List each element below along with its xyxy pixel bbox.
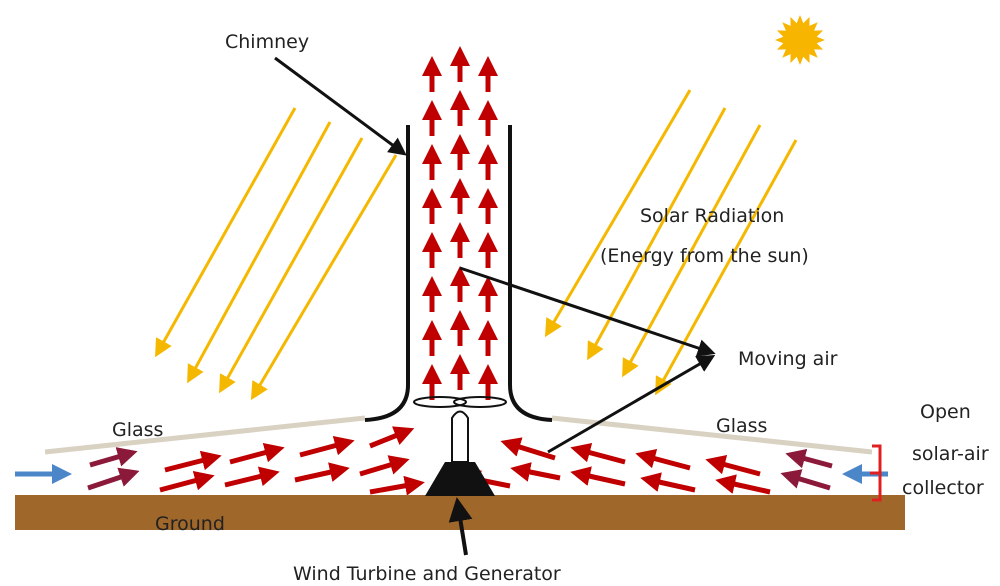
air-arrow bbox=[705, 454, 761, 477]
solar-ray bbox=[155, 107, 297, 358]
air-arrow bbox=[299, 435, 355, 458]
solar-ray bbox=[187, 121, 332, 384]
label: Chimney bbox=[225, 31, 309, 53]
glass bbox=[551, 415, 873, 455]
bracket bbox=[870, 444, 882, 502]
chimney-wall bbox=[508, 125, 553, 422]
label: collector bbox=[902, 477, 984, 499]
air-arrow bbox=[570, 442, 626, 465]
air-arrow bbox=[359, 455, 410, 477]
solar-ray bbox=[544, 89, 692, 338]
solar-ray bbox=[587, 107, 727, 361]
label: Glass bbox=[716, 415, 767, 437]
air-arrow bbox=[570, 466, 626, 487]
layout bbox=[15, 46, 888, 496]
air-arrow bbox=[224, 466, 280, 488]
solar-ray bbox=[219, 137, 364, 394]
pointer-arrow bbox=[547, 354, 716, 454]
air-arrow bbox=[89, 447, 138, 468]
air-arrow bbox=[715, 474, 771, 495]
chimney-wall bbox=[364, 125, 410, 422]
pointer-arrow bbox=[459, 266, 716, 357]
turbine-blade bbox=[413, 396, 467, 408]
air-arrow bbox=[780, 469, 831, 491]
glass bbox=[44, 415, 366, 455]
generator bbox=[425, 462, 495, 496]
label: Ground bbox=[155, 513, 225, 535]
sun bbox=[775, 15, 825, 65]
air-arrow bbox=[785, 448, 833, 469]
air-arrow bbox=[87, 467, 140, 491]
solar-ray bbox=[250, 154, 398, 401]
air-arrow bbox=[635, 448, 691, 471]
label: Wind Turbine and Generator bbox=[293, 563, 561, 585]
solar-ray bbox=[655, 139, 798, 396]
turbine-blade bbox=[453, 396, 507, 408]
label: Moving air bbox=[738, 348, 838, 370]
pointer-arrow bbox=[448, 497, 473, 556]
turbine-shaft bbox=[451, 410, 469, 463]
air-arrow bbox=[500, 437, 556, 461]
label: Solar Radiation bbox=[640, 205, 784, 227]
air-arrow bbox=[369, 426, 415, 449]
air-arrow bbox=[164, 450, 222, 473]
pointer-arrow bbox=[274, 56, 407, 156]
label: Glass bbox=[112, 419, 163, 441]
air-arrow bbox=[369, 475, 425, 496]
air-arrow bbox=[294, 462, 350, 483]
air-arrow bbox=[510, 462, 561, 482]
label: Open bbox=[920, 401, 971, 423]
air-arrow bbox=[640, 472, 696, 493]
air-arrow bbox=[229, 442, 285, 465]
label: (Energy from the sun) bbox=[600, 245, 809, 267]
air-arrow bbox=[159, 470, 215, 493]
label: solar-air bbox=[912, 443, 989, 465]
